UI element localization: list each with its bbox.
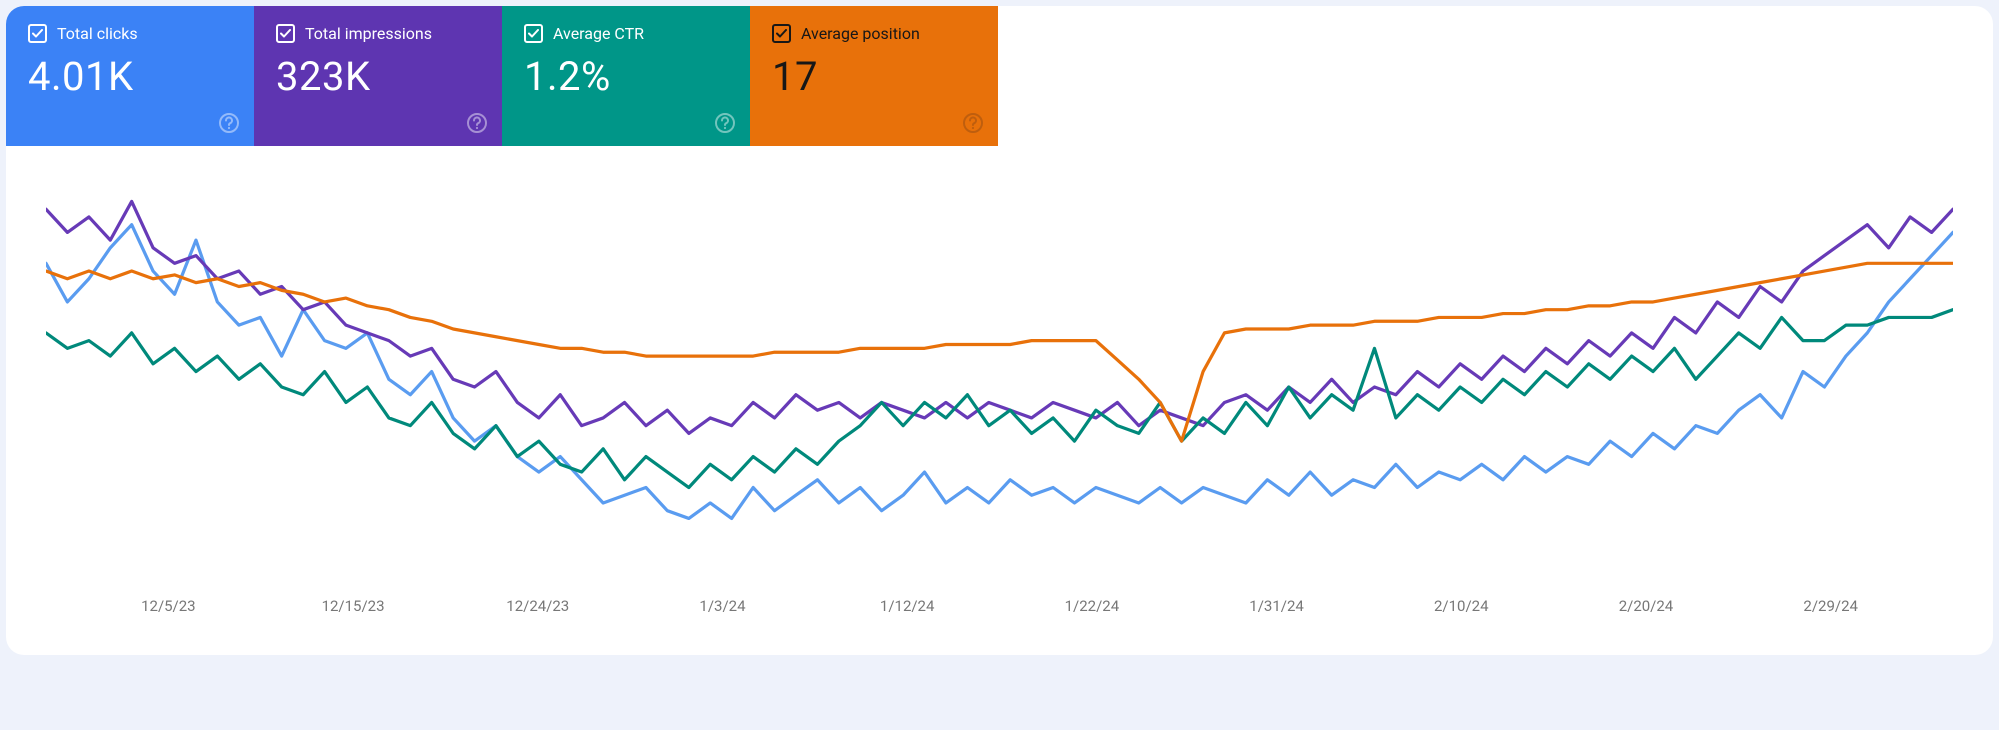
checkbox-icon[interactable]: [524, 24, 543, 43]
checkbox-icon[interactable]: [276, 24, 295, 43]
x-axis-label: 2/20/24: [1554, 597, 1739, 615]
performance-line-chart: [46, 186, 1953, 573]
metric-value: 323K: [276, 53, 482, 100]
help-icon[interactable]: [466, 112, 488, 134]
metric-label: Total clicks: [57, 24, 138, 43]
metric-card-position[interactable]: Average position 17: [750, 6, 998, 146]
x-axis-label: 2/29/24: [1738, 597, 1923, 615]
metric-label: Average CTR: [553, 24, 644, 43]
x-axis-label: 12/5/23: [76, 597, 261, 615]
x-axis-label: 1/3/24: [630, 597, 815, 615]
chart-line-average-position: [46, 263, 1953, 441]
metric-value: 4.01K: [28, 53, 234, 100]
chart-line-total-impressions: [46, 201, 1953, 433]
help-icon[interactable]: [962, 112, 984, 134]
metric-card-impressions[interactable]: Total impressions 323K: [254, 6, 502, 146]
x-axis-label: 12/24/23: [445, 597, 630, 615]
metric-cards-row: Total clicks 4.01K Total impressions 323K Av…: [6, 6, 1993, 146]
x-axis-label: 2/10/24: [1369, 597, 1554, 615]
metric-card-header: Average CTR: [524, 24, 730, 43]
x-axis-label: 1/12/24: [815, 597, 1000, 615]
x-axis-label: 1/31/24: [1184, 597, 1369, 615]
help-icon[interactable]: [218, 112, 240, 134]
metric-card-header: Average position: [772, 24, 978, 43]
metric-value: 17: [772, 53, 978, 100]
metric-card-header: Total impressions: [276, 24, 482, 43]
checkbox-icon[interactable]: [772, 24, 791, 43]
help-icon[interactable]: [714, 112, 736, 134]
checkbox-icon[interactable]: [28, 24, 47, 43]
chart-x-axis: 12/5/2312/15/2312/24/231/3/241/12/241/22…: [46, 573, 1953, 645]
chart-line-average-ctr: [46, 310, 1953, 488]
x-axis-label: 1/22/24: [1000, 597, 1185, 615]
chart-line-total-clicks: [46, 225, 1953, 519]
performance-panel: Total clicks 4.01K Total impressions 323K Av…: [6, 6, 1993, 655]
metric-card-header: Total clicks: [28, 24, 234, 43]
metric-value: 1.2%: [524, 53, 730, 100]
metric-card-ctr[interactable]: Average CTR 1.2%: [502, 6, 750, 146]
metric-card-clicks[interactable]: Total clicks 4.01K: [6, 6, 254, 146]
metric-label: Average position: [801, 24, 920, 43]
metric-label: Total impressions: [305, 24, 432, 43]
chart-area: 12/5/2312/15/2312/24/231/3/241/12/241/22…: [6, 146, 1993, 655]
x-axis-label: 12/15/23: [261, 597, 446, 615]
